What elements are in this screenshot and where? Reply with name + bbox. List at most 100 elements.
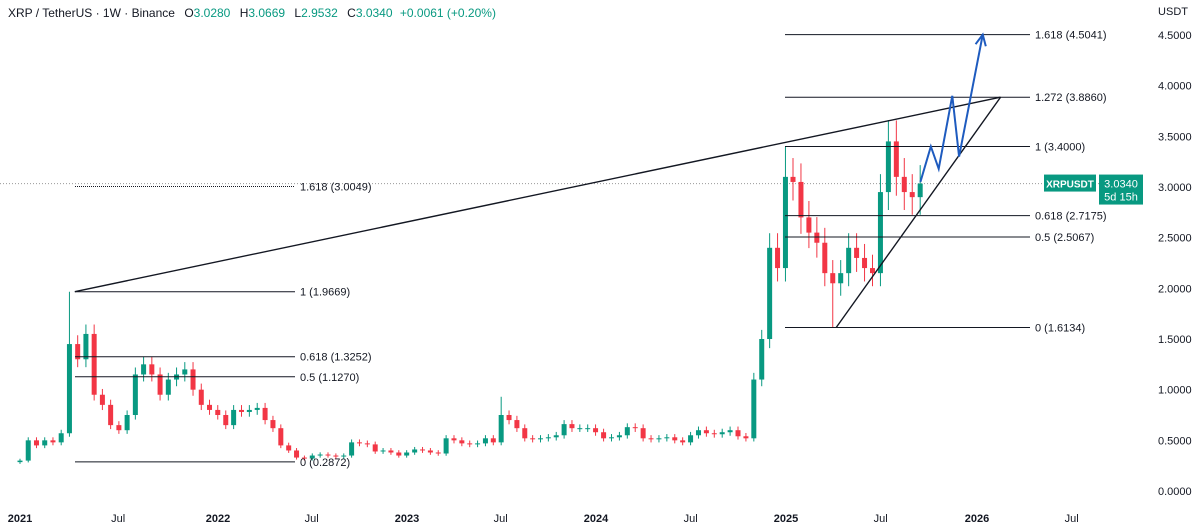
candle-body <box>435 452 441 454</box>
candle-body <box>165 379 171 395</box>
x-tick-label: Jul <box>111 513 125 525</box>
candle-body <box>877 192 883 274</box>
candle-body <box>116 425 122 431</box>
candle-body <box>75 344 81 360</box>
candle-body <box>893 141 899 177</box>
x-tick-label: 2024 <box>584 513 609 525</box>
candle-body <box>91 333 97 395</box>
candle-body <box>498 415 504 443</box>
candle-body <box>506 415 512 421</box>
currency-label[interactable]: USDT <box>1158 6 1188 18</box>
projection-path <box>919 34 984 183</box>
chart-legend: XRP / TetherUS · 1W · Binance O3.0280 H3… <box>8 6 496 20</box>
candle-body <box>17 460 23 463</box>
candle-body <box>585 428 591 430</box>
candle-body <box>846 247 852 274</box>
candle-body <box>854 247 860 258</box>
candle-body <box>467 443 473 445</box>
candle-body <box>695 430 701 436</box>
candle-body <box>254 407 260 410</box>
candle-body <box>372 444 378 452</box>
trendline <box>74 96 1001 293</box>
fib-level-label: 1.272 (3.8860) <box>1035 92 1107 104</box>
candle-body <box>149 364 155 375</box>
candle-body <box>790 176 796 182</box>
symbol-tag <box>1044 174 1096 192</box>
candle-body <box>451 438 457 441</box>
candle-body <box>806 217 812 233</box>
candle-body <box>333 455 339 457</box>
high-value: 3.0669 <box>248 6 286 20</box>
candle-body <box>719 432 725 435</box>
candle-body <box>640 428 646 439</box>
candle-body <box>412 449 418 453</box>
candle-body <box>349 442 355 456</box>
candle-body <box>624 427 630 436</box>
candle-body <box>901 176 907 193</box>
candle-body <box>182 369 188 375</box>
candle-body <box>270 420 276 429</box>
fib-level-label: 1.618 (3.0049) <box>300 182 372 194</box>
bar-countdown: 5d 15h <box>1104 192 1138 204</box>
candle-body <box>262 407 268 421</box>
price-tag <box>1099 174 1143 205</box>
candle-body <box>561 424 567 436</box>
x-tick-label: Jul <box>305 513 319 525</box>
candle-body <box>388 450 394 453</box>
candle-body <box>798 181 804 218</box>
candle-body <box>522 428 528 439</box>
candle-body <box>767 247 773 340</box>
y-tick-label: 0.0000 <box>1158 486 1192 498</box>
symbol-label[interactable]: XRP / TetherUS · 1W · Binance <box>8 6 175 20</box>
candle-body <box>25 440 31 461</box>
fib-level-label: 0.618 (2.7175) <box>1035 211 1107 223</box>
x-tick-label: Jul <box>494 513 508 525</box>
candle-body <box>294 450 300 458</box>
fib-level-label: 0 (1.6134) <box>1035 323 1085 335</box>
candle-body <box>688 435 694 443</box>
y-tick-label: 1.0000 <box>1158 385 1192 397</box>
candle-body <box>99 394 105 405</box>
candle-body <box>443 438 449 454</box>
candle-body <box>309 455 315 459</box>
candle-body <box>601 432 607 439</box>
candle-body <box>66 344 72 434</box>
candle-body <box>380 450 386 452</box>
candle-body <box>246 409 252 412</box>
fib-level-label: 0.5 (2.5067) <box>1035 232 1094 244</box>
x-tick-label: 2021 <box>8 513 32 525</box>
candle-body <box>198 389 204 405</box>
candle-body <box>301 457 307 459</box>
price-axis <box>1100 24 1200 529</box>
candle-body <box>538 438 544 440</box>
candle-body <box>830 273 836 284</box>
price-tag-value: 3.0340 <box>1104 179 1138 191</box>
y-tick-label: 4.5000 <box>1158 30 1192 42</box>
candles <box>17 120 923 464</box>
candle-body <box>869 268 875 274</box>
candle-body <box>231 409 237 426</box>
x-tick-label: 2025 <box>774 513 798 525</box>
candle-body <box>490 438 496 443</box>
symbol-tag-label: XRPUSDT <box>1046 180 1094 191</box>
projection-arrowhead <box>974 32 987 47</box>
candle-body <box>341 455 347 457</box>
x-tick-label: 2022 <box>206 513 230 525</box>
y-tick-label: 3.5000 <box>1158 131 1192 143</box>
candle-body <box>727 430 733 433</box>
candle-body <box>364 443 370 445</box>
candle-body <box>190 369 196 390</box>
candle-body <box>751 379 757 439</box>
candle-body <box>862 257 868 269</box>
candle-body <box>475 443 481 445</box>
candle-body <box>83 333 89 360</box>
change-value: +0.0061 (+0.20%) <box>399 6 496 20</box>
candle-body <box>514 420 520 429</box>
candle-body <box>664 437 670 439</box>
candle-body <box>672 437 678 441</box>
candle-body <box>124 415 130 431</box>
candle-body <box>545 437 551 439</box>
candle-body <box>317 454 323 456</box>
candle-body <box>42 440 48 446</box>
